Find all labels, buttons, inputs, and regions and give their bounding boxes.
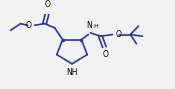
Text: O: O	[25, 21, 31, 30]
Text: O: O	[116, 30, 122, 39]
Text: O: O	[45, 0, 51, 9]
Text: O: O	[103, 50, 108, 59]
Text: N: N	[86, 21, 92, 30]
Text: H: H	[93, 24, 98, 29]
Text: NH: NH	[66, 68, 78, 77]
